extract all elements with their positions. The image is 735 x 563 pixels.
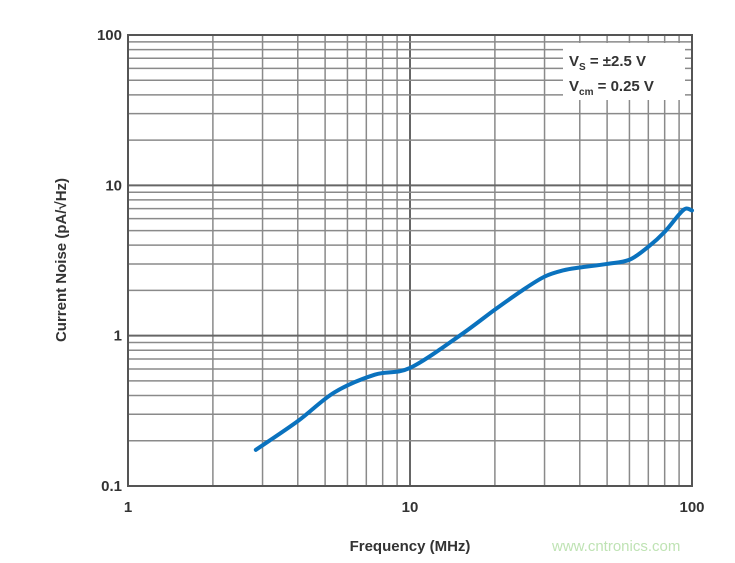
y-tick-label: 1 <box>114 328 122 345</box>
y-axis-label: Current Noise (pA/√Hz) <box>53 178 70 342</box>
plot-frame <box>127 34 693 487</box>
y-tick-label: 0.1 <box>101 478 122 495</box>
x-tick-label: 10 <box>402 499 419 516</box>
x-tick-label: 100 <box>679 499 704 516</box>
x-axis-label: Frequency (MHz) <box>350 538 471 555</box>
series-line <box>253 206 694 452</box>
legend-line-1: VS = ±2.5 V <box>569 53 646 73</box>
legend-box: VS = ±2.5 V Vcm = 0.25 V <box>563 43 685 100</box>
y-tick-label: 100 <box>97 27 122 44</box>
y-tick-label: 10 <box>105 177 122 194</box>
watermark: www.cntronics.com <box>552 538 681 555</box>
x-tick-label: 1 <box>124 499 132 516</box>
legend-line-2: Vcm = 0.25 V <box>569 78 654 98</box>
